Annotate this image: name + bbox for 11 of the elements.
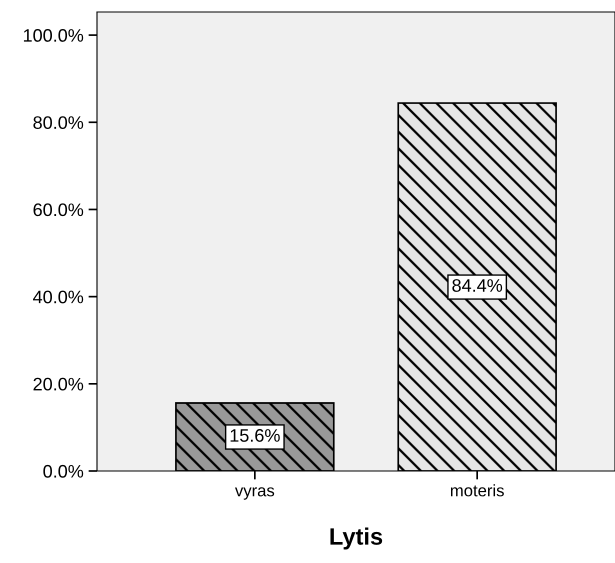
x-axis-title: Lytis [330,528,382,550]
x-tick-label: moteris [450,484,504,496]
y-tick-label: 40.0% [33,290,84,304]
data-label: 15.6% [230,429,280,442]
y-tick-label: 100.0% [24,29,84,42]
y-tick-label: 80.0% [33,116,84,129]
y-tick-label: 20.0% [34,378,84,391]
y-tick-label: 60.0% [34,203,84,216]
x-tick-label: vyras [234,487,274,500]
y-tick-label: 0.0% [43,464,84,478]
data-label: 84.4% [452,279,502,292]
